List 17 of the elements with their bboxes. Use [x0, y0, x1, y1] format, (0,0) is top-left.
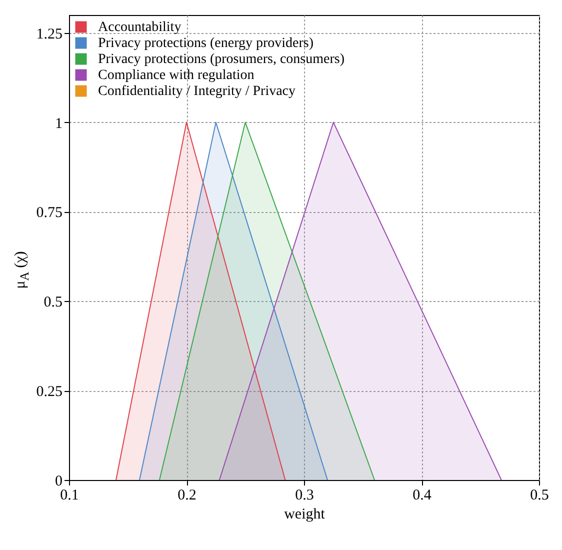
- x-tick-label: 0.3: [295, 488, 314, 504]
- legend-label: Confidentiality / Integrity / Privacy: [98, 84, 296, 99]
- legend-label: Accountability: [98, 20, 182, 35]
- y-tick-label: 0.5: [44, 294, 62, 311]
- y-tick-label: 0: [55, 474, 62, 490]
- x-axis-title: weight: [284, 506, 326, 522]
- x-tick-label: 0.1: [60, 488, 79, 504]
- x-tick-label: 0.2: [178, 488, 196, 504]
- y-tick-label: 1: [55, 116, 62, 132]
- x-tick-label: 0.5: [530, 488, 549, 504]
- legend-label: Compliance with regulation: [98, 68, 254, 83]
- legend-label: Privacy protections (energy providers): [98, 36, 314, 51]
- y-tick-label: 0.75: [36, 205, 62, 222]
- x-tick-label: 0.4: [412, 488, 432, 504]
- legend-label: Privacy protections (prosumers, consumers): [98, 52, 345, 67]
- y-tick-label: 1.25: [36, 26, 62, 42]
- y-tick-label: 0.25: [36, 384, 62, 400]
